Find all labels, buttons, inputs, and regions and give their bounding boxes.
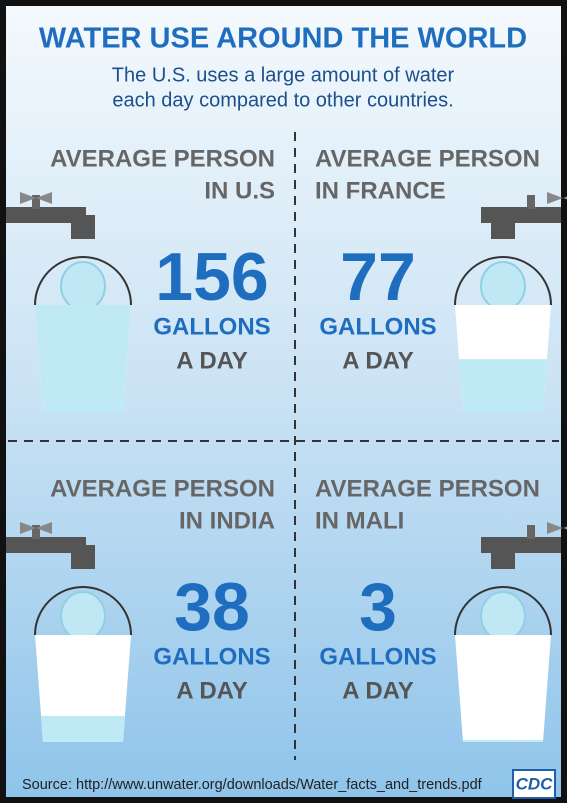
panel-label: IN U.S [204, 177, 275, 204]
amount: 38 [174, 569, 250, 645]
bucket [455, 635, 551, 742]
water-drop [481, 592, 525, 640]
panel-label: AVERAGE PERSON [315, 475, 540, 502]
panel-label: IN FRANCE [315, 177, 446, 204]
subtitle: each day compared to other countries. [112, 89, 453, 111]
water-drop [61, 592, 105, 640]
faucet-spout [491, 215, 515, 239]
water-level [463, 740, 543, 742]
unit: GALLONS [153, 643, 270, 670]
unit: GALLONS [319, 313, 436, 340]
faucet-spout [71, 545, 95, 569]
unit: A DAY [342, 347, 414, 374]
infographic: WATER USE AROUND THE WORLD The U.S. uses… [0, 0, 567, 803]
faucet-spout [71, 215, 95, 239]
water-level [35, 305, 131, 412]
panel-label: IN MALI [315, 507, 404, 534]
water-level [459, 359, 547, 412]
amount: 77 [340, 239, 416, 315]
subtitle: The U.S. uses a large amount of water [112, 64, 455, 86]
unit: A DAY [176, 347, 248, 374]
water-drop [61, 262, 105, 310]
panel-label: AVERAGE PERSON [315, 145, 540, 172]
unit: A DAY [342, 677, 414, 704]
water-level [41, 716, 125, 742]
panel-label: AVERAGE PERSON [50, 145, 275, 172]
unit: A DAY [176, 677, 248, 704]
panel-label: IN INDIA [179, 507, 275, 534]
amount: 3 [359, 569, 397, 645]
logo: CDC [516, 774, 554, 793]
amount: 156 [155, 239, 268, 315]
page: WATER USE AROUND THE WORLD The U.S. uses… [0, 0, 567, 803]
water-drop [481, 262, 525, 310]
panel-label: AVERAGE PERSON [50, 475, 275, 502]
faucet-valve [527, 195, 535, 209]
unit: GALLONS [319, 643, 436, 670]
unit: GALLONS [153, 313, 270, 340]
title: WATER USE AROUND THE WORLD [39, 23, 527, 55]
faucet-valve [527, 525, 535, 539]
source: Source: http://www.unwater.org/downloads… [22, 777, 483, 793]
faucet-spout [491, 545, 515, 569]
